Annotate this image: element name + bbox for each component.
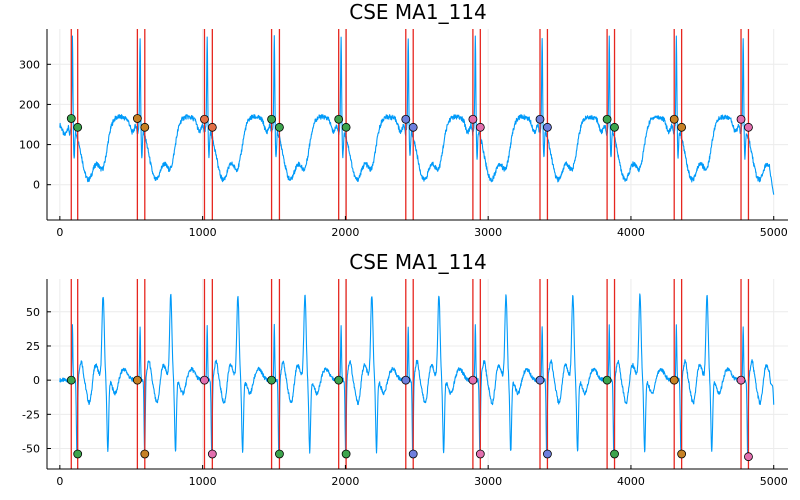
x-tick-label-bottom-5: 5000 bbox=[760, 475, 788, 488]
marker-bottom-1 bbox=[73, 449, 83, 459]
marker-top-10 bbox=[401, 114, 411, 124]
y-tick-label-bottom-0: -50 bbox=[22, 442, 40, 455]
x-tick-label-bottom-1: 1000 bbox=[189, 475, 217, 488]
x-tick-label-top-5: 5000 bbox=[760, 226, 788, 239]
marker-top-1 bbox=[73, 122, 83, 132]
marker-top-13 bbox=[475, 122, 485, 132]
marker-bottom-19 bbox=[677, 449, 687, 459]
marker-bottom-4 bbox=[200, 375, 209, 385]
marker-bottom-10 bbox=[401, 375, 411, 385]
y-tick-label-top-3: 300 bbox=[19, 58, 40, 71]
marker-bottom-21 bbox=[744, 452, 753, 462]
x-tick-label-top-1: 1000 bbox=[189, 226, 217, 239]
marker-top-3 bbox=[140, 122, 150, 132]
marker-top-11 bbox=[408, 122, 418, 132]
panel-top: CSE MA1_114 0 1000 2000 3000 4000 5000 0 100 200… bbox=[19, 0, 788, 239]
x-tick-label-top-2: 2000 bbox=[331, 226, 359, 239]
marker-bottom-5 bbox=[207, 449, 217, 459]
marker-bottom-14 bbox=[535, 375, 545, 385]
x-tick-label-top-3: 3000 bbox=[474, 226, 502, 239]
marker-bottom-20 bbox=[736, 375, 746, 385]
y-tick-label-bottom-2: 0 bbox=[33, 374, 40, 387]
marker-top-19 bbox=[677, 122, 687, 132]
marker-bottom-11 bbox=[408, 449, 418, 459]
series-line-top bbox=[59, 35, 775, 195]
y-tick-label-top-1: 100 bbox=[19, 139, 40, 152]
marker-top-17 bbox=[610, 122, 619, 132]
marker-bottom-16 bbox=[602, 375, 612, 385]
x-tick-label-bottom-0: 0 bbox=[56, 475, 63, 488]
marker-top-8 bbox=[334, 114, 344, 124]
series-line-bottom bbox=[59, 293, 775, 459]
marker-bottom-13 bbox=[475, 449, 485, 459]
marker-top-20 bbox=[736, 114, 746, 124]
y-tick-label-top-0: 0 bbox=[33, 179, 40, 192]
x-tick-label-top-0: 0 bbox=[56, 226, 63, 239]
marker-top-4 bbox=[200, 114, 209, 124]
x-tick-label-top-4: 4000 bbox=[617, 226, 645, 239]
marker-bottom-6 bbox=[267, 375, 276, 385]
marker-top-12 bbox=[468, 114, 478, 124]
marker-top-7 bbox=[275, 122, 284, 132]
marker-top-6 bbox=[267, 114, 276, 124]
marker-bottom-3 bbox=[140, 449, 150, 459]
marker-bottom-2 bbox=[132, 375, 142, 385]
marker-bottom-9 bbox=[341, 449, 351, 459]
chart-title-bottom: CSE MA1_114 bbox=[349, 250, 487, 274]
marker-bottom-18 bbox=[669, 375, 679, 385]
marker-top-15 bbox=[543, 122, 552, 132]
marker-top-5 bbox=[207, 122, 217, 132]
marker-top-16 bbox=[602, 114, 612, 124]
marker-top-18 bbox=[669, 114, 679, 124]
marker-top-0 bbox=[66, 114, 76, 123]
marker-bottom-15 bbox=[543, 449, 552, 459]
marker-top-9 bbox=[341, 122, 351, 132]
x-tick-label-bottom-3: 3000 bbox=[474, 475, 502, 488]
panel-bottom: CSE MA1_114 0 1000 2000 3000 4000 5000 -50 -25 0… bbox=[22, 250, 788, 488]
x-tick-label-bottom-4: 4000 bbox=[617, 475, 645, 488]
marker-bottom-0 bbox=[66, 375, 76, 385]
y-tick-label-bottom-3: 25 bbox=[26, 340, 40, 353]
marker-bottom-17 bbox=[610, 449, 619, 459]
marker-bottom-7 bbox=[275, 449, 284, 459]
y-tick-label-bottom-4: 50 bbox=[26, 306, 40, 319]
marker-top-21 bbox=[744, 122, 753, 132]
y-tick-label-bottom-1: -25 bbox=[22, 408, 40, 421]
chart-title-top: CSE MA1_114 bbox=[349, 0, 487, 24]
y-tick-label-top-2: 200 bbox=[19, 98, 40, 111]
marker-bottom-8 bbox=[334, 375, 344, 385]
marker-bottom-12 bbox=[468, 375, 478, 385]
marker-top-14 bbox=[535, 114, 545, 124]
marker-top-2 bbox=[132, 114, 142, 123]
x-tick-label-bottom-2: 2000 bbox=[331, 475, 359, 488]
